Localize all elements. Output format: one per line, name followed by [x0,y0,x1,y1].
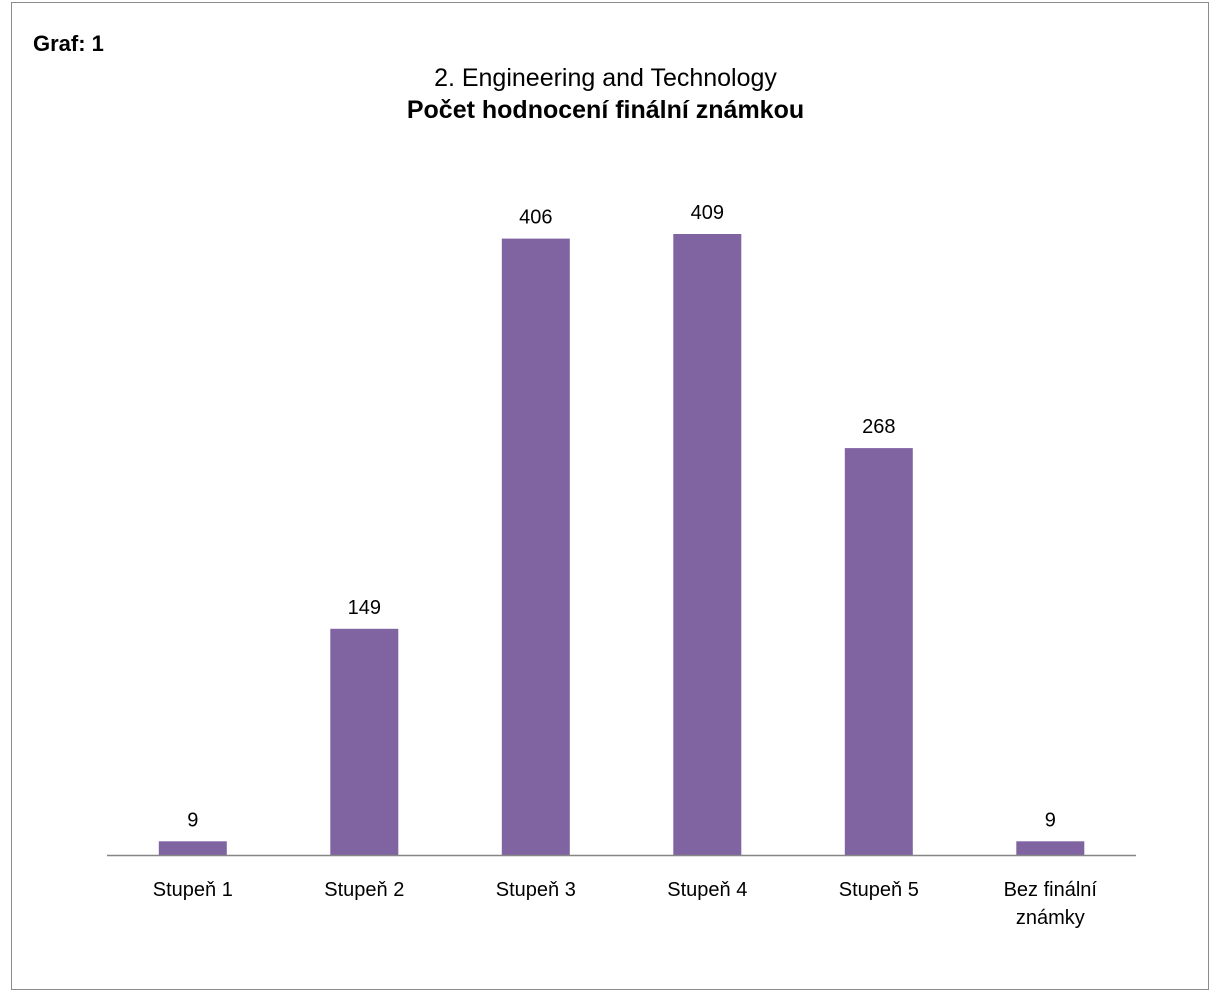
x-tick-label-3: Stupeň 3 [496,879,576,901]
data-label-2: 149 [348,597,381,619]
bar-5 [844,448,913,855]
bar-6 [1016,841,1085,855]
x-tick-label-1: Stupeň 1 [153,879,233,901]
data-label-6: 9 [1045,809,1056,831]
chart-frame [11,2,1209,990]
x-tick-label-2: Stupeň 2 [324,879,404,901]
data-label-3: 406 [519,207,552,229]
chart-title: 2. Engineering and Technology [434,64,777,92]
bar-3 [501,238,570,856]
data-label-1: 9 [187,809,198,831]
x-tick-label-6-line-1: Bez finální [1004,879,1098,901]
chart-title-block: 2. Engineering and Technology Počet hodn… [0,62,1211,126]
data-label-4: 409 [691,202,724,224]
bar-4 [673,234,742,855]
bar-1 [158,841,227,855]
bar-2 [330,628,399,855]
chart-subtitle: Počet hodnocení finální známkou [406,96,805,124]
graf-label: Graf: 1 [33,31,104,56]
x-tick-label-4: Stupeň 4 [667,879,747,901]
x-tick-label-6-line-2: známky [1016,907,1085,929]
data-label-5: 268 [862,416,895,438]
x-tick-label-5: Stupeň 5 [839,879,919,901]
